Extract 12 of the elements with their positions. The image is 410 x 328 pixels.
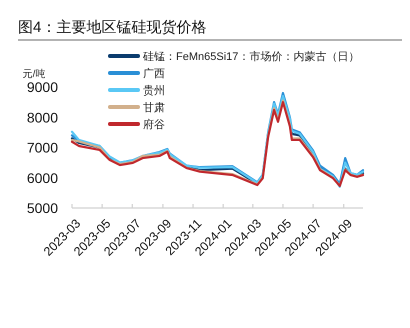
y-tick-label: 9000: [26, 79, 58, 95]
legend-label: 贵州: [143, 84, 165, 97]
y-tick-label: 8000: [26, 109, 58, 126]
legend-label: 府谷: [143, 118, 165, 131]
y-tick-label: 7000: [26, 140, 58, 156]
y-tick-label: 5000: [26, 200, 58, 216]
chart-title: 图4：主要地区锰硅现货价格: [18, 19, 206, 36]
legend-label: 广西: [143, 67, 165, 80]
legend-label: 甘肃: [143, 101, 165, 114]
legend-label: 硅锰：FeMn65Si17：市场价：内蒙古（日）: [142, 50, 360, 63]
y-axis-title: 元/吨: [22, 68, 46, 80]
y-tick-label: 6000: [26, 170, 58, 186]
